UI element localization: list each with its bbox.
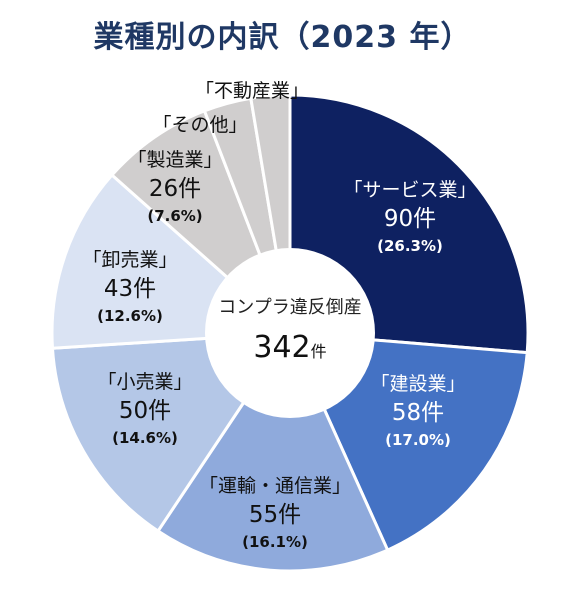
slice-label-count: 58件 — [392, 400, 444, 426]
slice-label-name: 「製造業」 — [127, 149, 222, 171]
slice-label-count: 50件 — [119, 398, 171, 424]
slice-label-count: 90件 — [384, 206, 436, 232]
slice-label-count: 55件 — [249, 502, 301, 528]
slice-label-percent: (17.0%) — [385, 431, 451, 449]
slice-label-count: 43件 — [104, 276, 156, 302]
center-label: コンプラ違反倒産 — [218, 297, 361, 318]
center-total-value: 342 — [253, 330, 310, 365]
slice-label: 「建設業」 58件 (17.0%) — [370, 373, 465, 449]
slice-label-percent: (12.6%) — [97, 307, 163, 325]
slice-label-percent: (16.1%) — [242, 533, 308, 551]
slice-label-name: 「サービス業」 — [343, 179, 476, 201]
slice-label-name: 「不動産業」 — [195, 80, 309, 102]
slice-label: 「卸売業」 43件 (12.6%) — [82, 249, 177, 325]
slice-label-percent: (14.6%) — [112, 429, 178, 447]
slice-label: 「小売業」 50件 (14.6%) — [97, 371, 192, 447]
slice-label-name: 「その他」 — [152, 114, 247, 136]
center-total: 342件 — [253, 330, 326, 365]
slice-label: 「その他」 — [152, 114, 247, 136]
chart-title: 業種別の内訳（2023 年） — [93, 20, 472, 55]
slice-label: 「製造業」 26件 (7.6%) — [127, 149, 222, 225]
slice-label-name: 「小売業」 — [97, 371, 192, 393]
slice-label: 「サービス業」 90件 (26.3%) — [343, 179, 476, 255]
slice-label: 「不動産業」 — [195, 80, 309, 102]
pie-slice — [155, 329, 390, 573]
slice-label-count: 26件 — [149, 176, 201, 202]
slice-label-name: 「運輸・通信業」 — [199, 475, 351, 497]
slice-label-percent: (26.3%) — [377, 237, 443, 255]
center-hole — [205, 248, 375, 418]
slice-label-percent: (7.6%) — [147, 207, 202, 225]
center-total-unit: 件 — [311, 342, 327, 361]
slice-labels: 「サービス業」 90件 (26.3%) 「建設業」 58件 (17.0%) 「運輸・通信業」… — [82, 80, 476, 551]
slice-label: 「運輸・通信業」 55件 (16.1%) — [199, 475, 351, 551]
slice-label-name: 「卸売業」 — [82, 249, 177, 271]
slice-label-name: 「建設業」 — [370, 373, 465, 395]
